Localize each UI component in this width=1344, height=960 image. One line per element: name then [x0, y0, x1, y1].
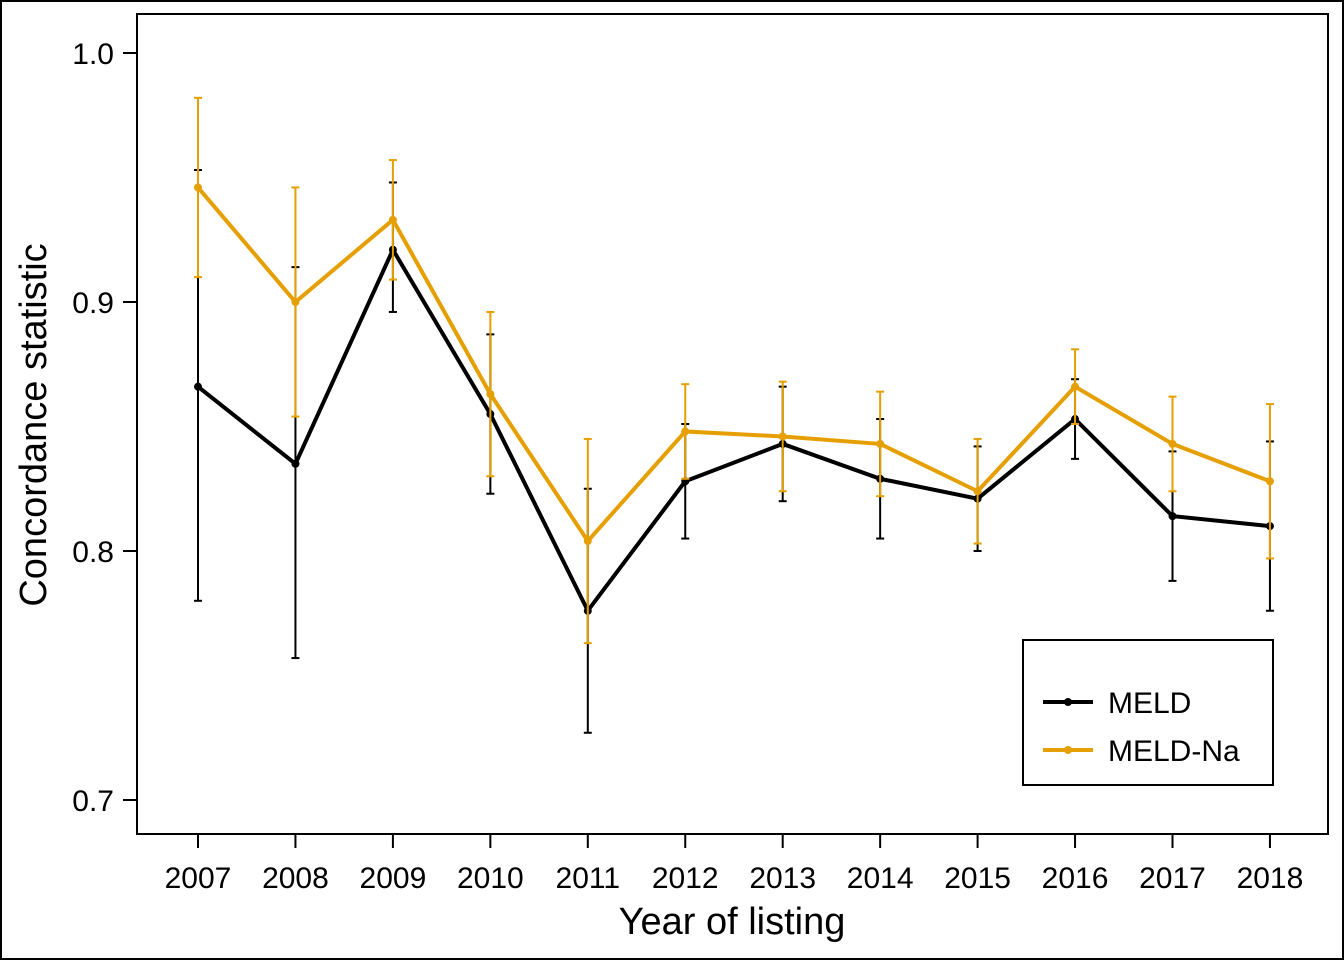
x-axis-title: Year of listing: [619, 901, 846, 943]
plot-frame: [136, 13, 1329, 835]
x-tick-label: 2007: [165, 862, 232, 895]
series-meld-na: [194, 96, 1274, 645]
x-tick-label: 2012: [652, 862, 719, 895]
data-point: [778, 432, 787, 441]
y-axis: 0.7 0.8 0.9 1.0: [72, 38, 137, 818]
legend: MELD MELD-Na: [1022, 639, 1274, 786]
legend-marker: [1064, 698, 1072, 706]
y-tick-label: 1.0: [72, 38, 114, 71]
data-point: [583, 537, 592, 546]
data-point: [1168, 512, 1177, 521]
legend-box: [1022, 639, 1274, 786]
data-point: [291, 459, 300, 468]
data-point: [1265, 477, 1274, 486]
x-tick-label: 2015: [944, 862, 1011, 895]
x-tick-label: 2011: [556, 862, 621, 895]
data-point: [1071, 382, 1080, 391]
x-tick-label: 2009: [360, 862, 427, 895]
data-point: [194, 382, 202, 391]
legend-label: MELD-Na: [1108, 735, 1240, 768]
y-tick-label: 0.8: [72, 536, 114, 569]
x-tick-label: 2017: [1139, 862, 1206, 895]
x-tick-label: 2010: [457, 862, 524, 895]
y-tick-label: 0.7: [72, 785, 114, 818]
data-point: [486, 390, 495, 399]
legend-marker: [1064, 746, 1072, 754]
x-tick-label: 2016: [1042, 862, 1109, 895]
data-point: [194, 183, 202, 192]
x-axis: 2007 2008 2009 2010 2011 2012 2013 2014 2015 2016…: [165, 834, 1304, 895]
series-line: [196, 186, 1271, 545]
legend-label: MELD: [1108, 687, 1191, 720]
y-tick-label: 0.9: [72, 287, 114, 320]
data-point: [291, 298, 300, 306]
series-line: [196, 245, 1271, 615]
data-point: [1168, 439, 1177, 448]
data-point: [388, 215, 397, 224]
legend-entries: MELD MELD-Na: [1043, 687, 1240, 768]
x-tick-label: 2013: [749, 862, 816, 895]
series-layer: [194, 96, 1274, 734]
data-point: [973, 487, 982, 496]
data-point: [876, 439, 885, 448]
y-axis-title: Concordance statistic: [13, 243, 55, 606]
x-tick-label: 2018: [1237, 862, 1304, 895]
x-tick-label: 2014: [847, 862, 914, 895]
x-tick-label: 2008: [262, 862, 329, 895]
data-point: [681, 427, 690, 436]
